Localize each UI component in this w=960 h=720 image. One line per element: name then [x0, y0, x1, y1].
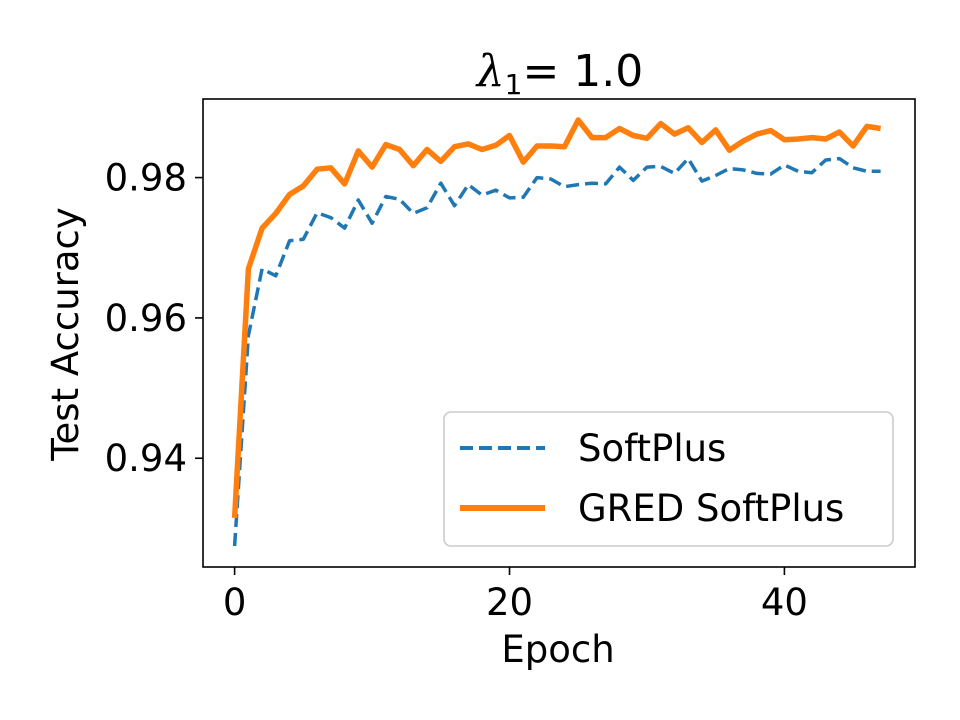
y-axis-ticks: 0.94 0.96 0.98: [105, 157, 203, 480]
series-layer: [231, 117, 882, 547]
x-tick-label: 0: [223, 581, 247, 624]
plot-frame: [202, 98, 916, 568]
x-axis-label: Epoch: [501, 628, 614, 671]
title-subscript: 1: [505, 68, 523, 101]
x-tick-label: 40: [761, 581, 808, 624]
legend-label-gred-softplus: GRED SoftPlus: [578, 487, 844, 530]
y-tick-label: 0.98: [105, 157, 187, 200]
title-symbol: λ: [475, 46, 505, 97]
series-line-softplus: [232, 156, 881, 547]
legend-box: [443, 411, 894, 547]
title-rest: = 1.0: [522, 46, 643, 97]
y-axis-label: Test Accuracy: [44, 207, 87, 462]
y-tick-label: 0.94: [105, 437, 187, 480]
y-tick-label: 0.96: [105, 297, 187, 340]
x-axis-ticks: 0 20 40: [223, 567, 808, 624]
legend: SoftPlus GRED SoftPlus: [443, 411, 894, 547]
legend-label-softplus: SoftPlus: [578, 427, 726, 470]
series-line-gred-softplus: [231, 117, 882, 519]
x-tick-label: 20: [486, 581, 533, 624]
chart-title: λ1= 1.0: [475, 46, 644, 101]
